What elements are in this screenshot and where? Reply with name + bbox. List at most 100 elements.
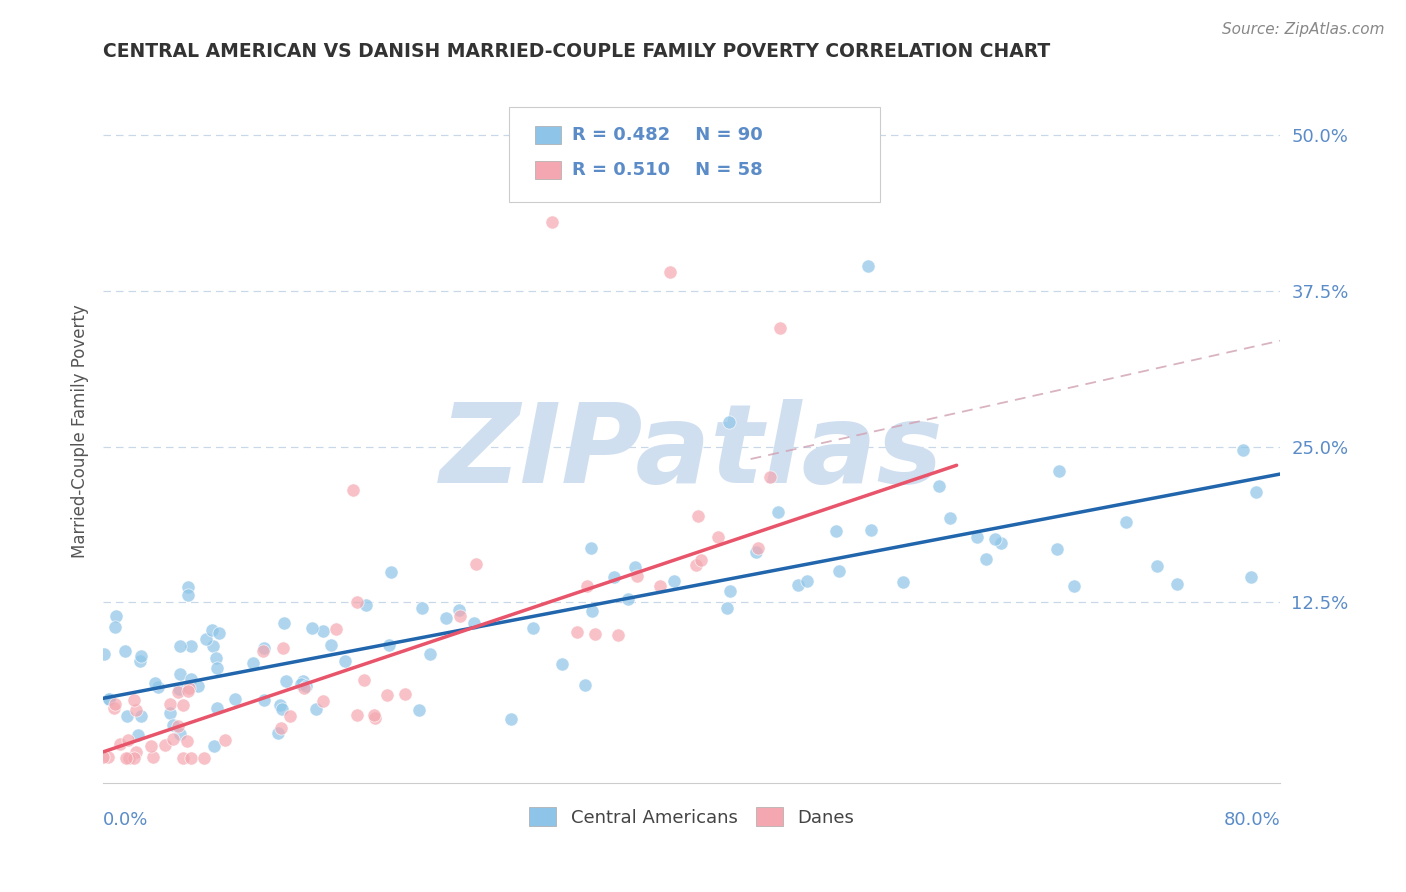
- Point: [159, 706, 181, 720]
- Point: [312, 694, 335, 708]
- Y-axis label: Married-Couple Family Poverty: Married-Couple Family Poverty: [72, 304, 89, 558]
- Point: [939, 511, 962, 525]
- Point: [292, 681, 315, 696]
- Point: [146, 680, 169, 694]
- Point: [356, 598, 378, 612]
- Point: [465, 557, 488, 571]
- Point: [623, 560, 645, 574]
- Point: [193, 751, 215, 765]
- Point: [201, 623, 224, 637]
- Point: [117, 733, 139, 747]
- Point: [346, 708, 368, 723]
- Text: Source: ZipAtlas.com: Source: ZipAtlas.com: [1222, 22, 1385, 37]
- Point: [305, 701, 328, 715]
- Point: [177, 581, 200, 595]
- Point: [796, 574, 818, 589]
- Point: [858, 259, 880, 273]
- Point: [270, 721, 292, 735]
- Point: [688, 509, 710, 524]
- Point: [274, 674, 297, 689]
- Point: [172, 751, 194, 765]
- Point: [115, 751, 138, 765]
- Point: [162, 732, 184, 747]
- Point: [325, 622, 347, 636]
- Text: R = 0.510    N = 58: R = 0.510 N = 58: [572, 161, 762, 178]
- Point: [501, 712, 523, 726]
- Point: [142, 749, 165, 764]
- Point: [626, 569, 648, 583]
- Point: [335, 654, 357, 668]
- Point: [319, 638, 342, 652]
- Point: [747, 541, 769, 555]
- Point: [1166, 576, 1188, 591]
- Point: [825, 524, 848, 538]
- Point: [408, 703, 430, 717]
- Point: [269, 698, 291, 713]
- Point: [463, 615, 485, 630]
- Point: [177, 684, 200, 698]
- Text: 80.0%: 80.0%: [1223, 811, 1281, 830]
- Point: [766, 505, 789, 519]
- Point: [271, 640, 294, 655]
- Legend: Central Americans, Danes: Central Americans, Danes: [522, 800, 862, 834]
- Point: [1115, 515, 1137, 529]
- Point: [1240, 570, 1263, 584]
- Point: [744, 545, 766, 559]
- Point: [273, 616, 295, 631]
- Text: ZIPatlas: ZIPatlas: [440, 399, 943, 506]
- Point: [214, 733, 236, 747]
- Point: [187, 679, 209, 693]
- FancyBboxPatch shape: [536, 161, 561, 179]
- Point: [828, 564, 851, 578]
- Point: [394, 688, 416, 702]
- Point: [124, 745, 146, 759]
- Point: [252, 644, 274, 658]
- Point: [291, 674, 314, 689]
- Point: [122, 693, 145, 707]
- Point: [434, 610, 457, 624]
- Text: CENTRAL AMERICAN VS DANISH MARRIED-COUPLE FAMILY POVERTY CORRELATION CHART: CENTRAL AMERICAN VS DANISH MARRIED-COUPL…: [103, 42, 1050, 61]
- Point: [202, 739, 225, 753]
- Point: [378, 638, 401, 652]
- Point: [707, 530, 730, 544]
- Point: [166, 718, 188, 732]
- Point: [1063, 579, 1085, 593]
- Point: [984, 532, 1007, 546]
- Point: [650, 579, 672, 593]
- Point: [224, 692, 246, 706]
- Point: [114, 643, 136, 657]
- Point: [169, 667, 191, 681]
- Point: [125, 702, 148, 716]
- Point: [583, 626, 606, 640]
- Point: [718, 583, 741, 598]
- Point: [716, 601, 738, 615]
- Point: [97, 691, 120, 706]
- Point: [177, 681, 200, 696]
- Point: [266, 726, 288, 740]
- Point: [122, 751, 145, 765]
- Point: [205, 661, 228, 675]
- Point: [662, 574, 685, 589]
- Point: [115, 708, 138, 723]
- Point: [169, 727, 191, 741]
- Point: [928, 479, 950, 493]
- Point: [290, 677, 312, 691]
- Point: [551, 657, 574, 672]
- Point: [380, 565, 402, 579]
- Point: [103, 701, 125, 715]
- Point: [628, 165, 651, 179]
- Point: [180, 673, 202, 687]
- Point: [104, 698, 127, 712]
- Point: [301, 621, 323, 635]
- Point: [375, 688, 398, 702]
- Point: [93, 749, 115, 764]
- Point: [346, 595, 368, 609]
- Point: [129, 708, 152, 723]
- Point: [616, 592, 638, 607]
- Point: [208, 626, 231, 640]
- Point: [449, 608, 471, 623]
- Point: [1047, 464, 1070, 478]
- Point: [141, 739, 163, 754]
- Point: [180, 639, 202, 653]
- Point: [579, 541, 602, 556]
